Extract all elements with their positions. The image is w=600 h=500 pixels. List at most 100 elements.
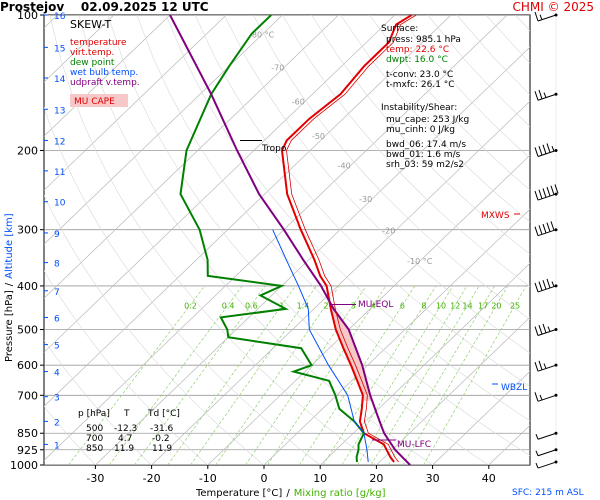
table-cell: 11.9 [114, 444, 134, 454]
table-cell: 500 [86, 424, 103, 434]
isotherm [319, 262, 530, 465]
barb-staff [537, 193, 557, 201]
barb-flag [534, 326, 539, 336]
isotherm-label: -80 °C [249, 31, 275, 40]
x-tick-label: 40 [482, 472, 496, 485]
barb-half-flag [551, 281, 555, 287]
isotherm [44, 15, 339, 299]
km-tick-label: 3 [54, 394, 60, 404]
barb-flag [534, 392, 539, 402]
wet-bulb-line [272, 229, 369, 463]
barb-staff [537, 229, 557, 237]
table-cell: 4.7 [118, 434, 132, 444]
instability-srh03: srh_03: 59 m2/s2 [386, 160, 464, 170]
mu-eql-label: MU-EQL [358, 300, 393, 310]
mixing-ratio-line [402, 285, 509, 465]
axes: -30 -20 -10 0 10 20 30 401002003004005006007008… [10, 9, 496, 485]
barb-half-flag [551, 145, 555, 152]
barb-flag [550, 221, 555, 231]
dry-adiabat [544, 15, 600, 465]
y-tick-label: 600 [17, 359, 38, 372]
barb-half-flag [543, 92, 547, 98]
plot-background [43, 14, 531, 466]
dry-adiabat [282, 15, 530, 288]
isotherm-label: -10 °C [407, 257, 433, 266]
barb-staff [537, 149, 557, 157]
isotherm [207, 154, 530, 465]
y-tick-label: 500 [17, 324, 38, 337]
km-tick-label: 12 [54, 137, 65, 147]
mixing-ratio-line [167, 285, 296, 465]
barb-flag [554, 184, 559, 194]
wind-barb [534, 392, 558, 402]
isotherm-label: -20 [382, 227, 395, 236]
barb-flag [538, 360, 543, 370]
instability-mucinh: mu_cinh: 0 J/kg [386, 125, 455, 135]
dry-adiabat [44, 270, 208, 465]
dry-adiabat [44, 405, 96, 465]
barb-dot [554, 228, 558, 232]
barb-dot [554, 431, 558, 435]
legend-title: SKEW-T [70, 18, 112, 31]
barb-half-flag [547, 326, 551, 332]
barb-staff [537, 285, 557, 293]
isotherm [263, 208, 530, 465]
isotherm-label: -50 [312, 132, 325, 141]
km-tick-label: 8 [54, 260, 60, 270]
y-tick-label: 850 [17, 427, 38, 440]
mxws-label: MXWS [481, 211, 510, 221]
mixing-ratio-line [267, 285, 387, 465]
barb-flag [546, 278, 551, 289]
mixing-ratio-label: 12 [450, 302, 460, 311]
y-tick-label: 100 [17, 9, 38, 22]
barb-flag [534, 190, 539, 201]
barb-staff [537, 14, 557, 22]
wind-barb [535, 448, 558, 457]
x-tick-label: 30 [426, 472, 440, 485]
barb-flag [534, 226, 539, 236]
legend-item-dew-point: dew point [70, 58, 115, 68]
profile-series [169, 15, 520, 465]
station-name: Prostejov [0, 0, 65, 14]
wind-barb [534, 323, 558, 337]
cape-area [329, 304, 373, 401]
dry-adiabat [194, 15, 530, 388]
table-cell: 700 [86, 434, 103, 444]
dry-adiabat [311, 15, 530, 255]
mixing-ratio-line [341, 285, 454, 465]
table-header-t: T [123, 409, 130, 419]
legend: SKEW-T temperature virt.temp. dew point … [70, 18, 140, 107]
dry-adiabat [136, 15, 530, 456]
barb-staff [537, 461, 557, 469]
isotherm [376, 316, 530, 465]
barb-flag [538, 281, 543, 291]
isotherm [44, 15, 283, 245]
barb-flag [534, 362, 539, 372]
surface-info: Surface: press: 985.1 hPa temp: 22.6 °C … [381, 24, 469, 170]
isotherm [44, 15, 508, 461]
dry-adiabat [340, 15, 530, 223]
isotherm-label: -60 [292, 98, 305, 107]
wind-barb [534, 184, 559, 201]
barb-dot [554, 13, 558, 17]
km-tick-label: 16 [54, 12, 66, 22]
barb-dot [554, 460, 558, 464]
barb-dot [554, 393, 558, 397]
barb-flag [542, 280, 547, 290]
mixing-ratio-label: 0.4 [222, 302, 235, 311]
barb-flag [538, 325, 543, 335]
km-tick-label: 10 [54, 199, 66, 209]
mixing-ratio-label: 1.4 [297, 302, 310, 311]
wind-barb [534, 360, 558, 372]
dry-adiabat [165, 15, 530, 422]
table-cell: -31.6 [150, 424, 174, 434]
barb-half-flag [539, 394, 543, 401]
surface-temp: temp: 22.6 °C [386, 45, 449, 55]
isotherm-label: -40 [338, 162, 351, 171]
legend-item-wet-bulb: wet bulb temp. [70, 68, 138, 78]
x-tick-label: 20 [369, 472, 383, 485]
dry-adiabat [78, 15, 433, 465]
table-header-td: Td [°C] [147, 409, 180, 419]
isotherm-label: -30 [359, 195, 372, 204]
wind-barb [534, 143, 558, 157]
